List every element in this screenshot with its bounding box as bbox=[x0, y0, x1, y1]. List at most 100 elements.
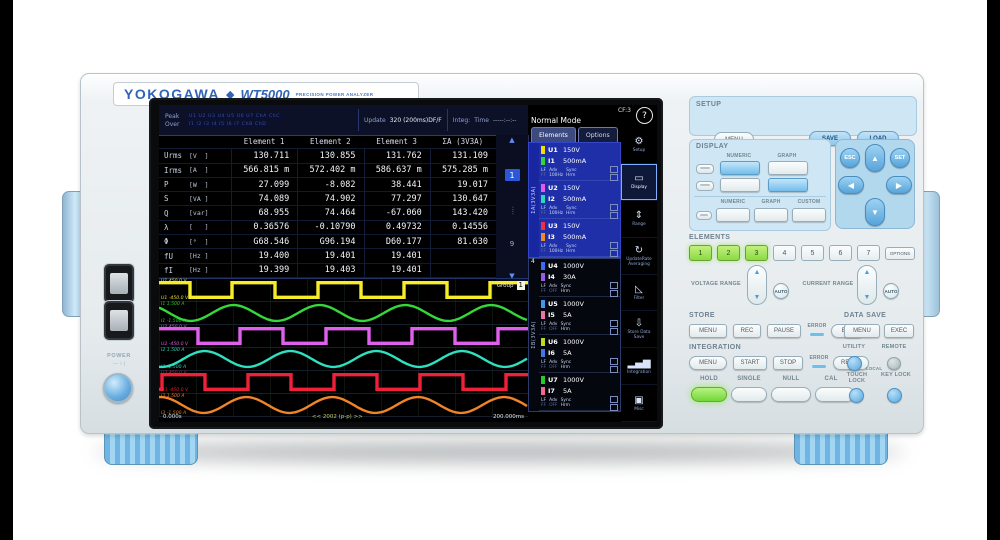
time-label: Time bbox=[474, 116, 489, 124]
store-error-label: ERROR bbox=[807, 323, 827, 329]
group-a-strip: ΣA(3V3A) bbox=[529, 143, 539, 257]
tab-elements[interactable]: Elements bbox=[531, 127, 576, 142]
usb-port-2[interactable] bbox=[104, 301, 134, 340]
store-rec-button[interactable]: REC bbox=[733, 324, 761, 338]
power-button[interactable] bbox=[103, 373, 133, 403]
tab-options[interactable]: Options bbox=[577, 127, 618, 142]
element-7-block[interactable]: U7 1000V I7 5A LF FF Adv OFF Sync Hrm bbox=[539, 373, 620, 411]
element-7-key[interactable]: 7 bbox=[857, 245, 880, 261]
arrow-right-button[interactable]: ▶ bbox=[886, 176, 912, 194]
cell: 38.441 bbox=[363, 177, 430, 193]
display-a-numeric-button[interactable] bbox=[720, 161, 760, 175]
store-menu-button[interactable]: MENU bbox=[689, 324, 727, 338]
voltage-auto-button[interactable]: AUTO bbox=[773, 283, 789, 299]
esc-button[interactable]: ESC bbox=[840, 148, 860, 168]
cell: G68.546 bbox=[231, 235, 298, 250]
update-value: 320 (200ms)DF/F bbox=[389, 116, 442, 124]
group-a-label: ΣA(3V3A) bbox=[531, 186, 537, 214]
cell: 19.400 bbox=[231, 249, 298, 264]
voltage-range-rocker[interactable]: ▲ ▼ bbox=[747, 265, 767, 305]
null-button[interactable] bbox=[771, 387, 811, 402]
sidebar-item-display[interactable]: ▭ Display bbox=[621, 163, 657, 201]
col-header: Element 3 bbox=[363, 135, 430, 150]
element-5-block[interactable]: U5 1000V I5 5A LF FF Adv OFF Sync Hrm bbox=[539, 297, 620, 335]
current-range-rocker[interactable]: ▲ ▼ bbox=[857, 265, 877, 305]
cell: 130.647 bbox=[429, 192, 496, 207]
arrow-up-button[interactable]: ▲ bbox=[865, 144, 885, 172]
channel-label: I1 bbox=[548, 156, 555, 165]
element-1-key[interactable]: 1 bbox=[689, 245, 712, 261]
options-key[interactable]: OPTIONS bbox=[885, 247, 915, 260]
custom-label: CUSTOM bbox=[797, 199, 821, 205]
over-label: Over bbox=[165, 120, 180, 128]
store-pause-button[interactable]: PAUSE bbox=[767, 324, 801, 338]
help-icon[interactable]: ? bbox=[636, 107, 653, 124]
range-icon: ⇕ bbox=[634, 210, 644, 222]
waveform-track-u2: U2 450.0 V U2 -450.0 V bbox=[159, 325, 528, 348]
screen-a-indicator bbox=[696, 164, 714, 174]
element-4-block[interactable]: U4 1000V I4 30A LF FF Adv OFF Sync Hrm bbox=[539, 259, 620, 297]
element-3-key[interactable]: 3 bbox=[745, 245, 768, 261]
element-2-key[interactable]: 2 bbox=[717, 245, 740, 261]
record-info: << 2002 (p-p) >> bbox=[311, 414, 363, 420]
sidebar-item-store-data-save[interactable]: ⇩ Store Data Save bbox=[621, 311, 657, 349]
sidebar-item-range[interactable]: ⇕ Range bbox=[621, 201, 657, 238]
display-c-numeric-button[interactable] bbox=[716, 208, 750, 222]
element-4-key[interactable]: 4 bbox=[773, 245, 796, 261]
data-save-menu-button[interactable]: MENU bbox=[844, 324, 880, 338]
arrow-down-button[interactable]: ▼ bbox=[865, 198, 885, 226]
sidebar-label: Range bbox=[632, 222, 646, 228]
page-down-icon[interactable]: ▼ bbox=[509, 271, 515, 280]
element-2-block[interactable]: U2 150V I2 500mA LF FF Adv 100Hz Sync Hrm bbox=[539, 181, 620, 219]
single-button[interactable] bbox=[731, 387, 767, 402]
hold-button[interactable] bbox=[691, 387, 727, 402]
touch-lock-button[interactable] bbox=[849, 388, 864, 403]
sidebar-item-filter[interactable]: ◺ Filter bbox=[621, 275, 657, 312]
sidebar-label: Setup bbox=[632, 148, 646, 154]
element-6-key[interactable]: 6 bbox=[829, 245, 852, 261]
display-a-graph-button[interactable] bbox=[768, 161, 808, 175]
cell: G96.194 bbox=[297, 235, 364, 250]
col-header: Element 1 bbox=[231, 135, 298, 150]
sidebar-item-update-averaging[interactable]: ↻ UpdateRate Averaging bbox=[621, 238, 657, 275]
display-b-numeric-button[interactable] bbox=[720, 178, 760, 192]
measure-name: Φ bbox=[159, 235, 189, 250]
utility-label: UTILITY bbox=[842, 344, 866, 350]
scale-label: U1 -450.0 V bbox=[161, 296, 189, 301]
display-c-graph-button[interactable] bbox=[754, 208, 788, 222]
cell: 74.464 bbox=[297, 206, 364, 221]
group-value: 1 bbox=[516, 281, 525, 290]
sidebar-item-integration[interactable]: ▂▄▆ Integration bbox=[621, 348, 657, 386]
current-auto-button[interactable]: AUTO bbox=[883, 283, 899, 299]
data-save-exec-button[interactable]: EXEC bbox=[884, 324, 914, 338]
display-b-graph-button[interactable] bbox=[768, 178, 808, 192]
gear-icon: ⚙ bbox=[634, 136, 644, 148]
display-c-custom-button[interactable] bbox=[792, 208, 826, 222]
toolbox-icon: ▣ bbox=[634, 394, 644, 406]
divider bbox=[446, 109, 448, 131]
integration-start-button[interactable]: START bbox=[733, 356, 767, 370]
key-lock-button[interactable] bbox=[887, 388, 902, 403]
integration-stop-button[interactable]: STOP bbox=[773, 356, 803, 370]
current-page[interactable]: 1 bbox=[504, 169, 520, 182]
single-label: SINGLE bbox=[737, 376, 761, 382]
cell bbox=[429, 263, 496, 278]
time-start: 0.000s bbox=[163, 414, 182, 420]
sidebar-label: Store Data Save bbox=[627, 330, 651, 341]
download-icon: ⇩ bbox=[634, 318, 644, 330]
sidebar-item-misc[interactable]: ▣ Misc bbox=[621, 385, 657, 422]
set-button[interactable]: SET bbox=[890, 148, 910, 168]
element-1-block[interactable]: U1 150V I1 500mA LF FF Adv 100Hz Sync Hrm bbox=[539, 143, 620, 181]
last-page[interactable]: 9 bbox=[509, 239, 515, 248]
usb-port-1[interactable] bbox=[104, 264, 134, 303]
channel-label: I5 bbox=[548, 310, 555, 319]
element-3-block[interactable]: U3 150V I3 500mA LF FF Adv 100Hz Sync Hrm bbox=[539, 219, 620, 257]
arrow-left-button[interactable]: ◀ bbox=[838, 176, 864, 194]
sidebar-item-setup[interactable]: ⚙ Setup bbox=[621, 127, 657, 164]
page-up-icon[interactable]: ▲ bbox=[509, 136, 515, 144]
element-5-key[interactable]: 5 bbox=[801, 245, 824, 261]
range-value: 5A bbox=[563, 348, 572, 357]
integration-menu-button[interactable]: MENU bbox=[689, 356, 727, 370]
element-6-block[interactable]: U6 1000V I6 5A LF FF Adv OFF Sync Hrm bbox=[539, 335, 620, 373]
utility-button[interactable] bbox=[847, 356, 862, 371]
